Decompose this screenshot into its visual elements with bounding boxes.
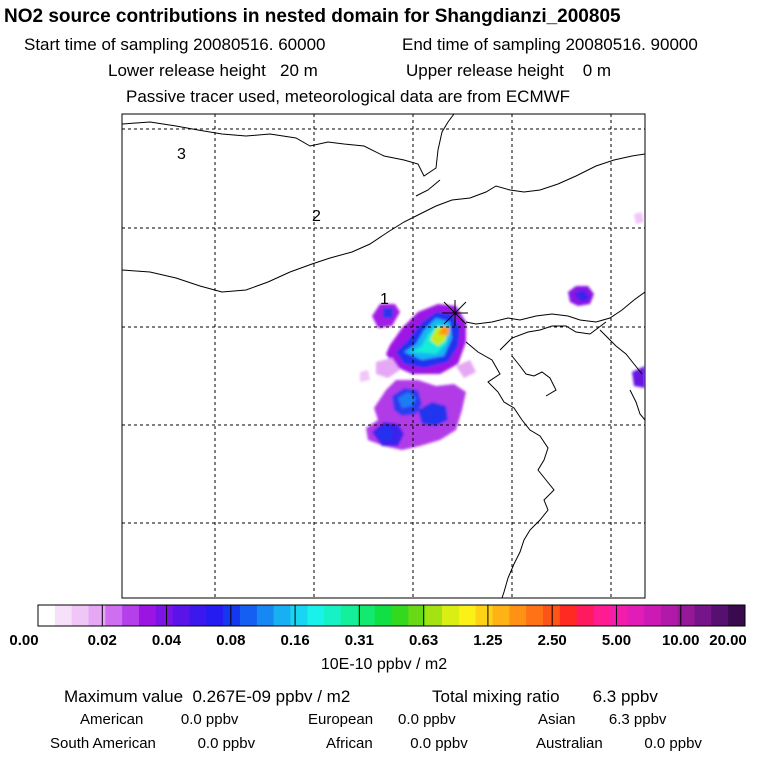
colorbar-swatch [660,605,679,626]
colorbar-tick-label: 0.02 [87,632,117,649]
colorbar-swatch [694,605,712,626]
colorbar-swatch [290,605,308,626]
colorbar-swatch [610,605,628,626]
colorbar-swatch [88,605,106,626]
colorbar-swatch [559,605,578,626]
colorbar-swatch [54,605,73,626]
region-label-1: 1 [380,291,389,308]
coastline-borders [122,114,645,598]
colorbar-swatch [324,605,342,626]
colorbar-swatch [139,605,157,626]
colorbar-swatch [677,605,695,626]
asian-contribution: Asian 6.3 ppbv [538,711,667,728]
south-american-contribution: South American 0.0 ppbv [50,735,256,752]
colorbar-swatch [627,605,645,626]
map-frame [121,113,646,599]
colorbar-swatch [458,605,477,626]
colorbar-swatch [105,605,123,626]
colorbar-swatch [408,605,426,626]
american-contribution: American 0.0 ppbv [80,711,239,728]
colorbar-swatch [273,605,291,626]
colorbar-tick-label: 0.16 [280,632,310,649]
colorbar-tick-label: 0.31 [344,632,374,649]
colorbar-swatch [374,605,392,626]
colorbar-swatch [122,605,140,626]
colorbar-swatch [728,605,746,626]
colorbar-tick-label: 2.50 [537,632,567,649]
colorbar-swatch [526,605,544,626]
colorbar-tick-label: 1.25 [473,632,503,649]
plot-title: NO2 source contributions in nested domai… [4,6,621,27]
colorbar-swatch [223,605,241,626]
colorbar-tick-label: 20.00 [709,632,747,649]
colorbar-tick-label: 0.00 [9,632,39,649]
station-star-icon [442,300,468,326]
colorbar-swatch [391,605,409,626]
colorbar-border [37,604,746,627]
colorbar [37,604,746,627]
tracer-note: Passive tracer used, meteorological data… [126,87,571,106]
colorbar-swatch [172,605,190,626]
upper-release-height: Upper release height 0 m [406,61,612,80]
colorbar-swatch [644,605,662,626]
colorbar-tick-label: 0.63 [409,632,439,649]
australian-contribution: Australian 0.0 ppbv [536,735,702,752]
colorbar-swatch [71,605,89,626]
colorbar-swatch [576,605,594,626]
colorbar-swatch [189,605,207,626]
colorbar-tick-label: 0.08 [216,632,246,649]
start-time: Start time of sampling 20080516. 60000 [24,35,326,54]
colorbar-swatch [155,605,174,626]
colorbar-swatch [206,605,224,626]
end-time: End time of sampling 20080516. 90000 [402,35,698,54]
colorbar-tick-label: 5.00 [601,632,632,649]
colorbar-swatch [509,605,527,626]
colorbar-swatch [442,605,460,626]
lower-release-height: Lower release height 20 m [108,61,318,80]
colorbar-swatch [341,605,359,626]
colorbar-swatch [593,605,611,626]
african-contribution: African 0.0 ppbv [326,735,468,752]
colorbar-swatch [425,605,443,626]
colorbar-swatch [492,605,510,626]
region-label-3: 3 [177,146,186,163]
colorbar-swatch [307,605,325,626]
colorbar-swatch [357,605,376,626]
colorbar-units: 10E-10 ppbv / m2 [320,656,448,673]
colorbar-swatch [475,605,493,626]
european-contribution: European 0.0 ppbv [308,711,456,728]
concentration-plume [360,212,645,450]
max-value: Maximum value 0.267E-09 ppbv / m2 [64,687,351,706]
colorbar-swatch [711,605,729,626]
colorbar-tick-label: 10.00 [661,632,700,649]
region-label-2: 2 [312,208,321,225]
colorbar-swatch [38,605,56,626]
colorbar-swatch [240,605,258,626]
colorbar-swatch [543,605,561,626]
colorbar-tick-label: 0.04 [151,632,182,649]
total-mixing-ratio: Total mixing ratio 6.3 ppbv [432,687,658,706]
map-frame-group [121,113,646,599]
colorbar-swatch [256,605,275,626]
